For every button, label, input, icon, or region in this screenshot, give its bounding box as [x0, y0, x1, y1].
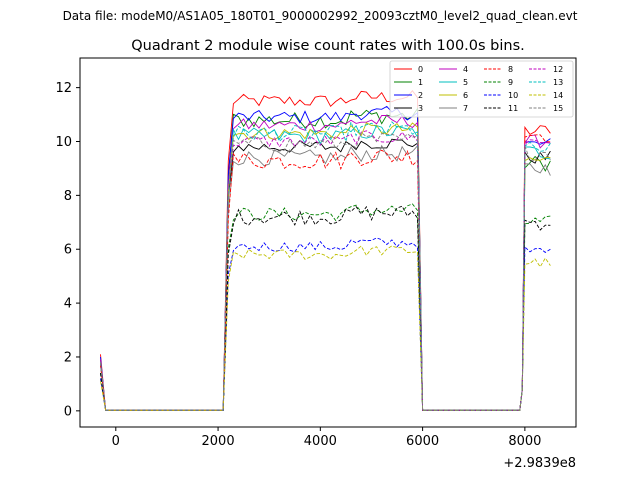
y-tick-label: 12 [55, 81, 72, 96]
x-tick-label: 2000 [202, 434, 235, 449]
legend-label-6: 6 [463, 91, 468, 100]
legend-label-7: 7 [463, 104, 468, 113]
legend-label-9: 9 [508, 78, 513, 87]
legend-label-13: 13 [553, 78, 563, 87]
series-line-14 [100, 245, 551, 411]
series-line-8 [100, 134, 551, 411]
legend-label-11: 11 [508, 104, 518, 113]
series-line-9 [100, 203, 551, 411]
legend-frame [389, 60, 574, 118]
legend-label-8: 8 [508, 65, 513, 74]
x-tick-label: 8000 [508, 434, 541, 449]
legend-label-10: 10 [508, 91, 518, 100]
legend-label-1: 1 [418, 78, 423, 87]
y-tick-label: 4 [64, 297, 72, 312]
series-line-12 [100, 130, 551, 411]
legend-label-4: 4 [463, 65, 468, 74]
y-tick-label: 8 [64, 189, 72, 204]
y-axis: 0 2 4 6 8 10 12 [55, 81, 80, 419]
legend-label-5: 5 [463, 78, 468, 87]
series-line-13 [100, 120, 551, 411]
legend-label-2: 2 [418, 91, 423, 100]
chart-title: Quadrant 2 module wise count rates with … [131, 38, 525, 54]
legend-label-3: 3 [418, 104, 423, 113]
legend-label-14: 14 [553, 91, 563, 100]
x-tick-label: 6000 [406, 434, 439, 449]
legend-label-12: 12 [553, 65, 563, 74]
y-tick-label: 6 [64, 243, 72, 258]
series-line-2 [100, 105, 551, 411]
series-line-1 [100, 107, 551, 411]
legend-label-0: 0 [418, 65, 423, 74]
series-line-7 [100, 144, 551, 411]
series-line-0 [100, 89, 551, 411]
y-tick-label: 2 [64, 350, 72, 365]
x-offset-label: +2.9839e8 [503, 456, 576, 471]
y-tick-label: 0 [64, 404, 72, 419]
legend-label-15: 15 [553, 104, 563, 113]
series-line-6 [100, 122, 551, 411]
series-line-15 [100, 131, 551, 411]
series-line-4 [100, 115, 551, 411]
series-layer [100, 89, 551, 411]
suptitle: Data file: modeM0/AS1A05_180T01_90000029… [63, 9, 578, 23]
x-axis: 0 2000 4000 6000 8000 [112, 427, 541, 449]
y-tick-label: 10 [55, 135, 72, 150]
x-tick-label: 4000 [304, 434, 337, 449]
series-line-3 [100, 138, 551, 411]
series-line-11 [100, 205, 551, 411]
axes-frame [79, 57, 577, 428]
x-tick-label: 0 [112, 434, 120, 449]
series-line-10 [100, 237, 551, 411]
